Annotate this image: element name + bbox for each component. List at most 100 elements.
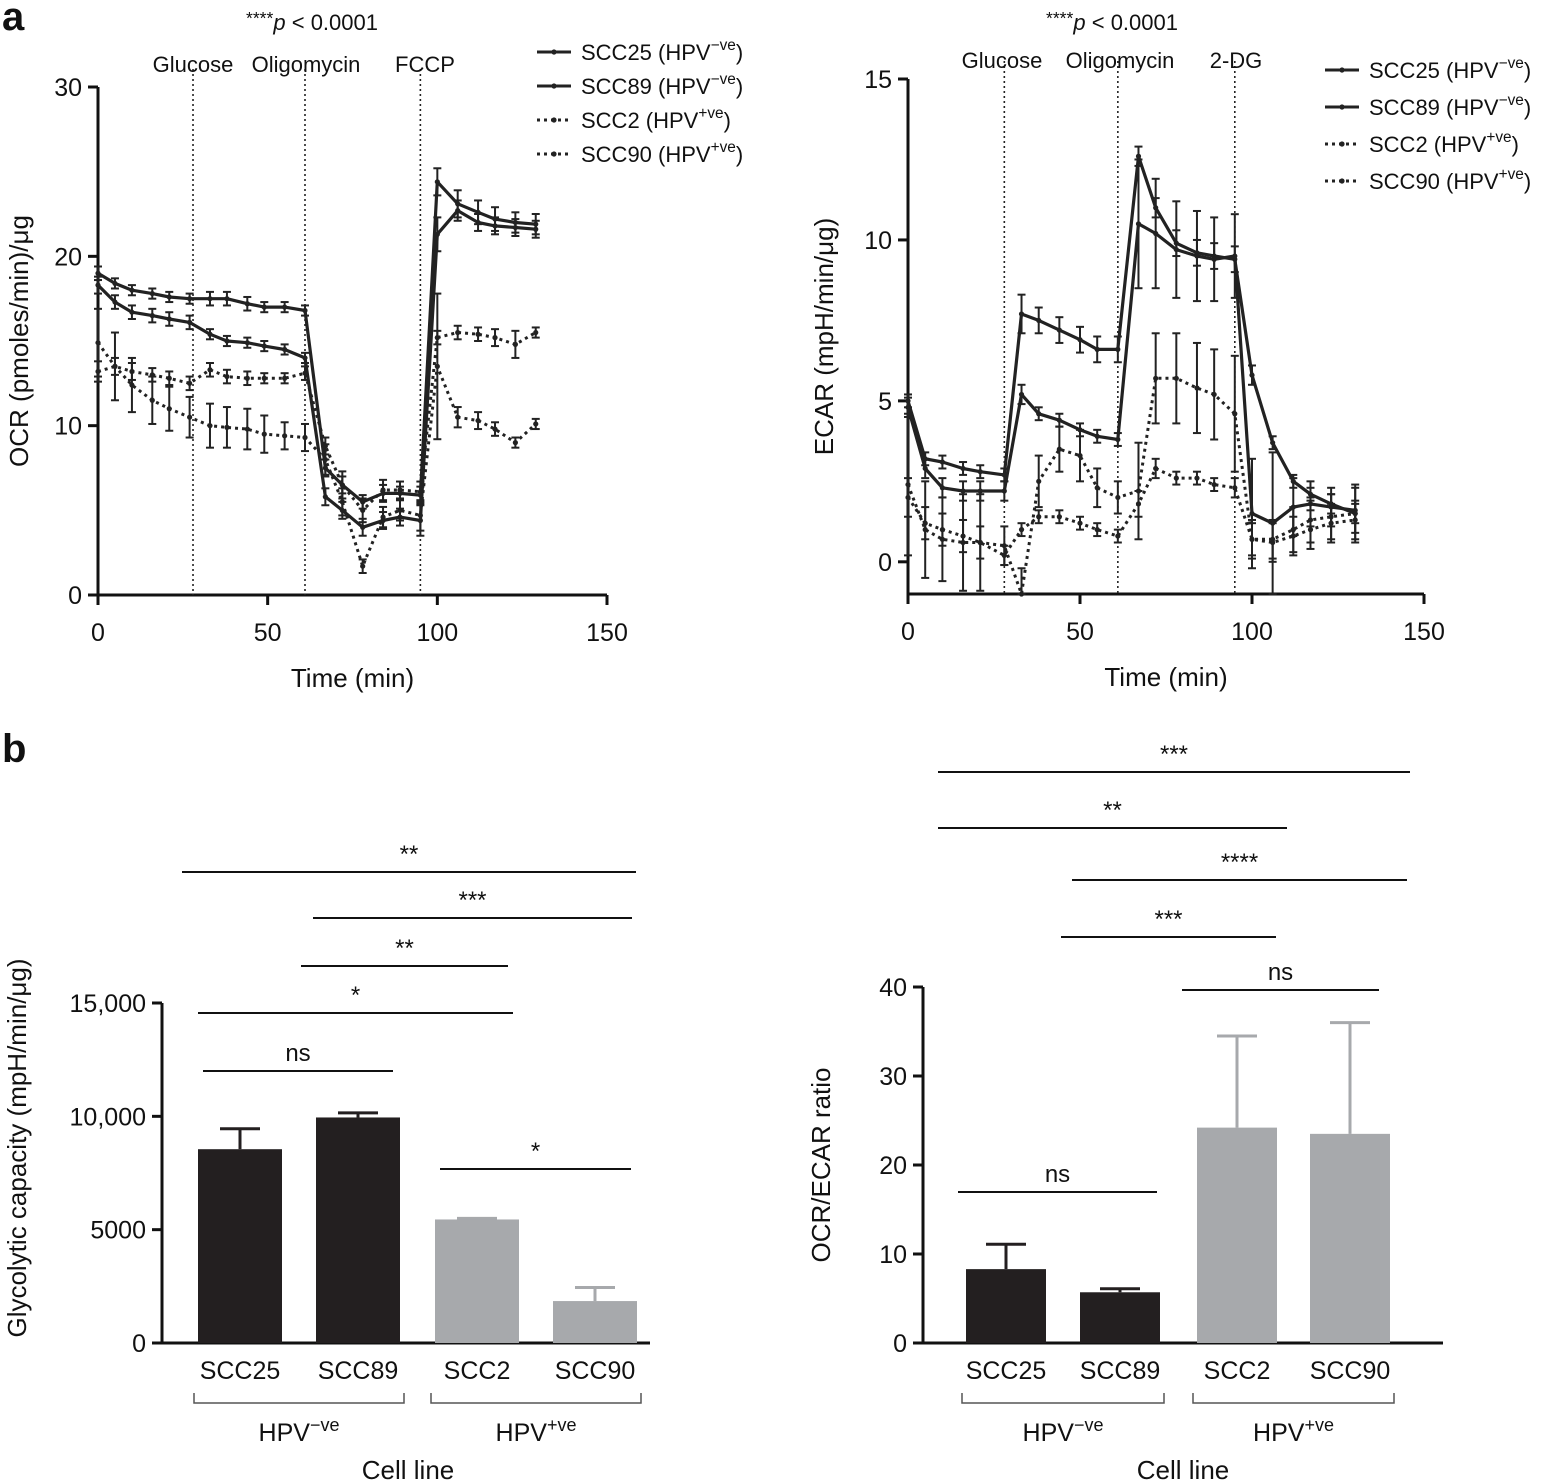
legend-entry: SCC90 (HPV+ve) (581, 139, 743, 167)
panel-label-a: a (2, 0, 25, 39)
data-point (417, 489, 423, 495)
legend-entry: SCC2 (HPV+ve) (1369, 129, 1519, 157)
legend-marker (1339, 178, 1345, 184)
data-point (1211, 391, 1217, 398)
y-tick-label: 0 (878, 549, 892, 577)
group-label: HPV+ve (496, 1415, 577, 1447)
data-point (339, 499, 345, 505)
significance-label: * (351, 982, 360, 1009)
data-point (187, 319, 193, 325)
data-point (224, 296, 230, 302)
data-point (187, 414, 193, 420)
x-axis-title: Cell line (1137, 1455, 1230, 1484)
x-tick-label: 150 (586, 619, 628, 647)
data-point (1115, 346, 1121, 352)
x-tick-label: SCC25 (200, 1357, 281, 1385)
data-point (224, 338, 230, 344)
x-tick-label: 50 (1066, 618, 1094, 646)
data-point (1211, 256, 1217, 262)
series-line (906, 376, 1356, 596)
y-tick-label: 5 (878, 388, 892, 416)
data-point (129, 309, 135, 315)
data-point (1115, 533, 1121, 539)
data-point (1056, 514, 1062, 520)
group-label: HPV−ve (1023, 1415, 1104, 1447)
x-axis-title: Cell line (362, 1455, 455, 1484)
data-point (434, 179, 440, 185)
y-tick-label: 10 (54, 413, 82, 441)
group-bracket (430, 1393, 642, 1404)
x-tick-label: 0 (901, 618, 915, 646)
data-point (1077, 337, 1083, 343)
significance-label: *** (1154, 906, 1182, 933)
data-point (475, 417, 481, 424)
data-point (282, 346, 288, 353)
data-point (1094, 527, 1100, 533)
ocr-line-chart: 0 10 20 30 0 50 100 150 Time (min) OCR (pmoles/mi… (4, 8, 743, 693)
data-point (360, 524, 366, 530)
data-point (455, 414, 461, 420)
data-point (282, 433, 288, 439)
x-tick-label: SCC25 (966, 1357, 1047, 1385)
bar-scc89 (316, 1117, 400, 1343)
data-point (1018, 391, 1025, 398)
bar-scc89 (1080, 1292, 1160, 1343)
data-point (1249, 536, 1255, 542)
data-point (512, 341, 518, 347)
data-point (1018, 527, 1025, 533)
data-point (360, 563, 366, 569)
data-point (1018, 591, 1025, 597)
significance-label: ** (400, 841, 419, 868)
legend-entry: SCC90 (HPV+ve) (1369, 166, 1531, 194)
data-point (1249, 372, 1255, 378)
series-line (96, 209, 536, 529)
data-point (1270, 440, 1276, 446)
series-line (906, 222, 1356, 525)
significance-label: ** (395, 935, 414, 962)
data-point (533, 421, 539, 427)
group-label: HPV+ve (1253, 1415, 1334, 1447)
y-tick-label: 0 (893, 1330, 907, 1358)
bar-scc90 (1310, 1133, 1390, 1343)
x-axis-title: Time (min) (291, 663, 414, 693)
y-tick-label: 40 (879, 974, 907, 1002)
legend-entry: SCC25 (HPV−ve) (1369, 55, 1531, 83)
data-point (1194, 253, 1200, 259)
data-point (512, 224, 518, 231)
significance-label: ** (1103, 797, 1122, 824)
data-point (244, 340, 250, 346)
legend-marker (551, 83, 557, 89)
data-point (380, 487, 386, 493)
p-value-title: ****p < 0.0001 (246, 8, 378, 35)
y-tick-label: 20 (54, 243, 82, 271)
data-point (244, 426, 250, 432)
data-point (1153, 465, 1159, 472)
data-point (95, 282, 101, 288)
glycolytic-capacity-bar-chart: 0 5000 10,000 15,000 Glycolytic capacity (mp… (2, 841, 650, 1484)
data-point (977, 488, 983, 494)
data-point (922, 465, 928, 472)
data-point (1153, 375, 1159, 381)
injection-label: Glucose (962, 48, 1043, 73)
data-point (939, 485, 946, 491)
x-tick-label: 100 (416, 619, 458, 647)
data-point (1153, 230, 1159, 237)
data-point (977, 539, 983, 546)
data-point (492, 223, 498, 229)
data-point (302, 355, 308, 361)
data-point (512, 440, 518, 446)
series-scc90 (904, 332, 1360, 597)
data-point (302, 370, 308, 376)
data-point (224, 373, 230, 380)
data-point (95, 340, 101, 346)
data-point (207, 423, 213, 429)
series-scc2 (94, 324, 540, 524)
data-point (1036, 514, 1042, 520)
legend-marker (1339, 67, 1345, 73)
data-point (960, 539, 966, 546)
data-point (187, 296, 193, 302)
legend-marker (1339, 141, 1345, 147)
data-point (1173, 475, 1179, 481)
data-point (960, 488, 966, 494)
data-point (207, 367, 213, 373)
